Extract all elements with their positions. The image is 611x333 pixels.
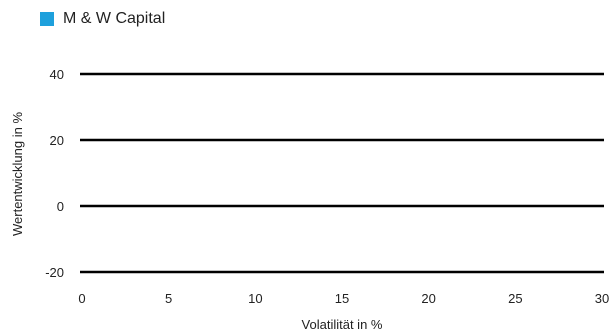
- y-tick-label: 0: [57, 199, 64, 214]
- y-tick-label: 40: [50, 67, 64, 82]
- y-axis-ticks: 40 20 0 -20: [45, 67, 64, 280]
- x-tick-label: 30: [595, 291, 609, 306]
- x-tick-label: 20: [421, 291, 435, 306]
- x-axis-ticks: 0 5 10 15 20 25 30: [78, 291, 609, 306]
- x-tick-label: 0: [78, 291, 85, 306]
- legend-label: M & W Capital: [63, 10, 166, 27]
- x-axis-label: Volatilität in %: [302, 317, 383, 332]
- legend: M & W Capital: [40, 9, 165, 29]
- x-tick-label: 15: [335, 291, 349, 306]
- y-tick-label: 20: [50, 133, 64, 148]
- x-tick-label: 25: [508, 291, 522, 306]
- y-axis-label: Wertentwicklung in %: [10, 112, 25, 236]
- x-tick-label: 5: [165, 291, 172, 306]
- x-tick-label: 10: [248, 291, 262, 306]
- legend-swatch: [40, 12, 54, 26]
- y-tick-label: -20: [45, 265, 64, 280]
- gridlines: [80, 72, 604, 274]
